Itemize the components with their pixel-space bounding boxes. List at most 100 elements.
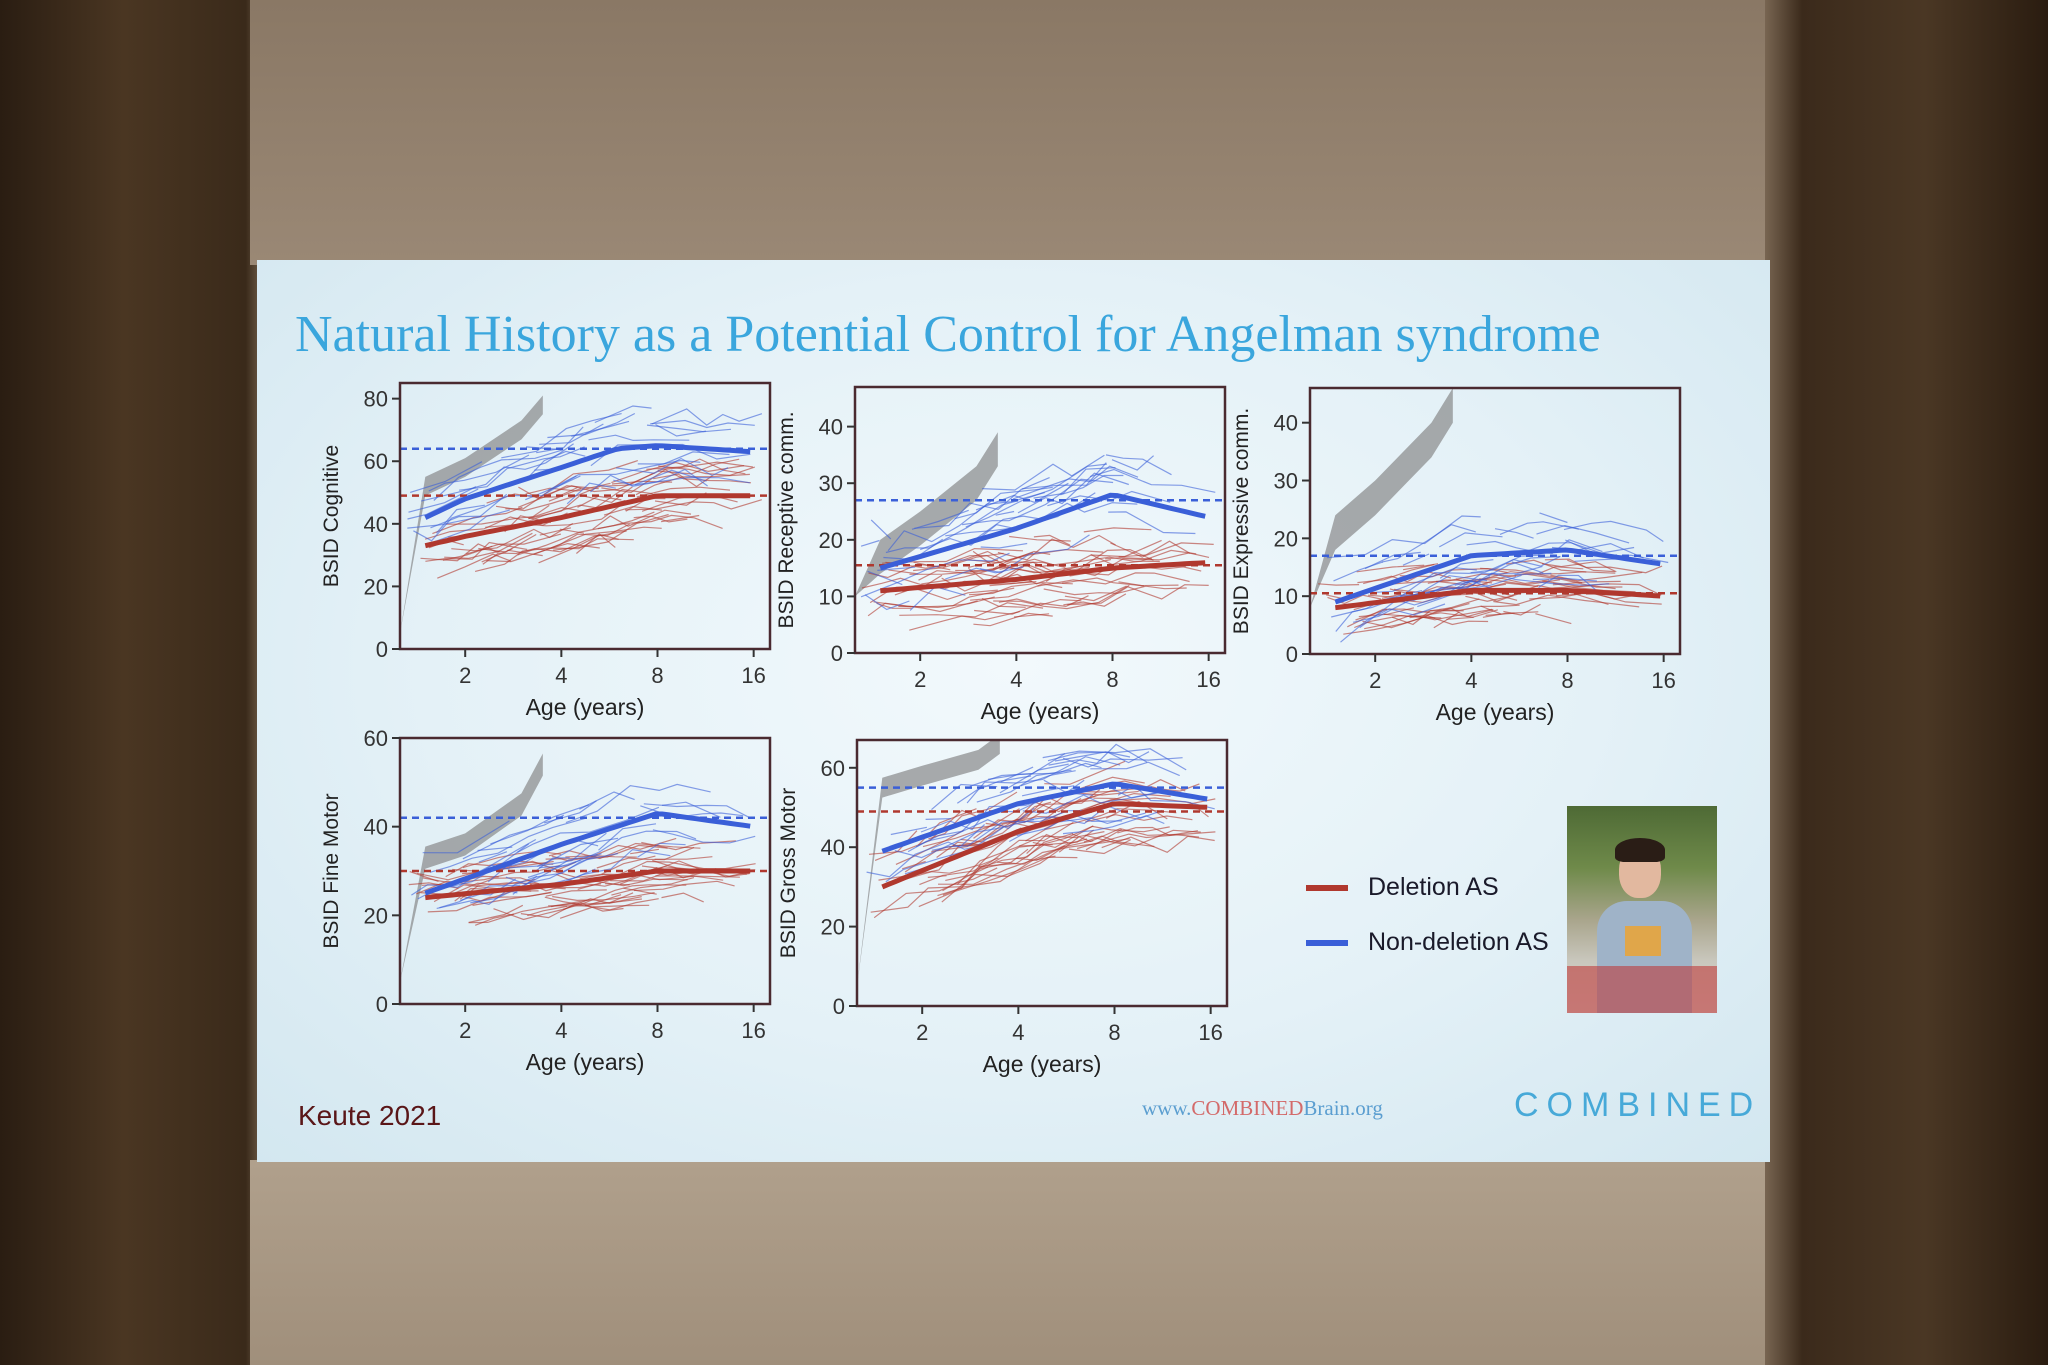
individual-trajectory (548, 487, 582, 502)
individual-trajectory (424, 512, 568, 540)
individual-trajectory (613, 476, 750, 486)
x-axis-label: Age (years) (526, 1049, 645, 1075)
individual-trajectory (623, 887, 657, 895)
individual-trajectory (911, 509, 969, 530)
y-tick-label: 40 (364, 815, 388, 840)
individual-trajectory (1090, 761, 1180, 777)
individual-trajectory (1070, 549, 1197, 567)
individual-trajectory (992, 552, 1034, 570)
y-tick-label: 10 (1274, 584, 1298, 609)
individual-trajectory (867, 600, 978, 617)
x-tick-label: 16 (1651, 668, 1675, 693)
individual-trajectory (907, 807, 1035, 853)
legend-deletion: Deletion AS (1306, 873, 1499, 902)
individual-trajectory (1089, 468, 1216, 493)
individual-trajectory (655, 423, 707, 437)
individual-trajectory (539, 527, 572, 536)
individual-trajectory (979, 534, 1090, 574)
x-tick-label: 2 (1369, 668, 1381, 693)
individual-trajectory (661, 801, 721, 818)
individual-trajectory (873, 596, 995, 609)
individual-trajectory (1482, 611, 1539, 618)
individual-trajectory (636, 842, 686, 858)
individual-trajectory (1111, 455, 1154, 471)
individual-trajectory (611, 461, 745, 484)
individual-trajectory (1433, 611, 1460, 629)
individual-trajectory (1480, 605, 1502, 615)
y-tick-label: 40 (364, 512, 388, 537)
individual-trajectory (1465, 595, 1514, 602)
individual-trajectory (1372, 567, 1477, 594)
individual-trajectory (550, 526, 662, 549)
individual-trajectory (877, 566, 916, 571)
individual-trajectory (1033, 467, 1116, 499)
individual-trajectory (975, 482, 1069, 511)
y-tick-label: 40 (1274, 411, 1298, 436)
individual-trajectory (1085, 829, 1201, 847)
individual-trajectory (547, 459, 701, 491)
individual-trajectory (1118, 581, 1145, 587)
individual-trajectory (1015, 840, 1094, 861)
individual-trajectory (661, 514, 700, 523)
individual-trajectory (650, 419, 755, 429)
individual-trajectory (902, 860, 926, 870)
x-tick-label: 16 (1196, 667, 1220, 692)
individual-trajectory (876, 602, 912, 609)
individual-trajectory (636, 486, 731, 498)
individual-trajectory (1550, 571, 1643, 582)
individual-trajectory (430, 515, 482, 529)
individual-trajectory (462, 814, 565, 860)
x-tick-label: 8 (1108, 1020, 1120, 1045)
individual-trajectory (407, 488, 479, 520)
individual-trajectory (550, 868, 596, 885)
individual-trajectory (470, 852, 619, 904)
individual-trajectory (888, 569, 919, 575)
individual-trajectory (634, 880, 735, 892)
individual-trajectory (890, 826, 928, 836)
individual-trajectory (1105, 800, 1168, 820)
individual-trajectory (1062, 577, 1179, 587)
individual-trajectory (1532, 577, 1597, 582)
individual-trajectory (553, 513, 669, 551)
slide (257, 260, 1770, 1162)
individual-trajectory (965, 463, 1107, 528)
individual-trajectory (962, 478, 1114, 526)
individual-trajectory (517, 485, 599, 508)
typical-development-band (400, 753, 543, 982)
x-tick-label: 16 (741, 1018, 765, 1043)
plot-frame (398, 736, 772, 1006)
y-tick-label: 10 (819, 584, 843, 609)
individual-trajectory (552, 892, 655, 902)
x-tick-label: 8 (1561, 668, 1573, 693)
individual-trajectory (1536, 524, 1630, 544)
individual-trajectory (661, 892, 704, 903)
individual-trajectory (459, 446, 585, 491)
individual-trajectory (909, 611, 1020, 631)
individual-trajectory (882, 547, 1024, 564)
individual-trajectory (563, 892, 634, 910)
y-tick-label: 0 (376, 637, 388, 662)
individual-trajectory (956, 775, 1032, 804)
plot-frame (398, 381, 772, 651)
y-tick-label: 40 (821, 835, 845, 860)
y-axis-label: BSID Fine Motor (320, 793, 343, 948)
individual-trajectory (1494, 528, 1534, 539)
individual-trajectory (592, 509, 692, 530)
individual-trajectory (1085, 814, 1193, 823)
individual-trajectory (987, 825, 1094, 866)
deletion-mean-line (1335, 587, 1661, 611)
individual-trajectory (974, 595, 1089, 615)
individual-trajectory (410, 461, 483, 493)
individual-trajectory (451, 522, 574, 552)
individual-trajectory (981, 598, 1026, 608)
individual-trajectory (1563, 520, 1664, 542)
individual-trajectory (956, 835, 1079, 885)
individual-trajectory (571, 420, 630, 437)
individual-trajectory (1343, 615, 1489, 635)
individual-trajectory (922, 808, 1020, 848)
individual-trajectory (1567, 559, 1615, 573)
individual-trajectory (616, 457, 729, 477)
individual-trajectory (909, 561, 1066, 575)
individual-trajectory (860, 539, 880, 547)
individual-trajectory (490, 804, 589, 845)
